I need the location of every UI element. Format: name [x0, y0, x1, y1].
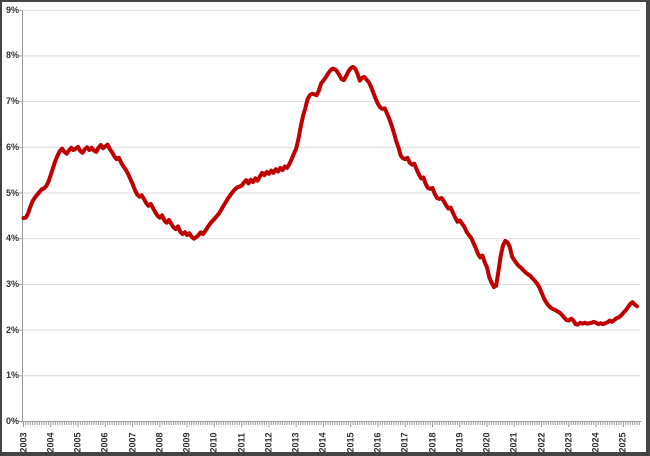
- x-axis-tick-label: 2007: [127, 432, 138, 453]
- y-axis-tick-label: 1%: [5, 370, 19, 381]
- x-axis-tick-label: 2021: [508, 432, 519, 453]
- x-axis-tick-label: 2017: [399, 432, 410, 453]
- y-axis-tick-label: 0%: [5, 416, 19, 426]
- y-axis-tick-label: 9%: [5, 4, 19, 15]
- y-axis-tick-label: 5%: [5, 187, 19, 198]
- x-axis-tick-label: 2005: [72, 432, 83, 453]
- chart-canvas: [19, 9, 642, 427]
- x-axis-tick-label: 2010: [208, 432, 219, 453]
- y-axis-tick-label: 8%: [5, 50, 19, 61]
- y-axis-tick-label: 3%: [5, 278, 19, 289]
- x-axis-tick-label: 2008: [154, 432, 165, 453]
- x-axis-tick-label: 2006: [99, 432, 110, 453]
- x-axis-tick-label: 2022: [536, 432, 547, 453]
- x-axis-tick-label: 2024: [590, 432, 601, 453]
- x-axis-tick-label: 2018: [427, 432, 437, 453]
- y-axis-tick-label: 7%: [5, 96, 19, 107]
- x-axis-tick-label: 2025: [617, 432, 628, 453]
- series-line: [21, 64, 639, 327]
- x-axis-tick-label: 2009: [181, 432, 192, 453]
- y-axis-tick-label: 6%: [5, 141, 19, 152]
- x-axis-tick-label: 2023: [563, 432, 574, 453]
- x-axis-tick-label: 2014: [317, 432, 328, 453]
- x-axis-tick-label: 2004: [45, 432, 56, 453]
- x-axis-tick-label: 2003: [18, 432, 28, 453]
- y-axis-tick-label: 2%: [5, 324, 19, 335]
- x-axis-tick-label: 2015: [345, 432, 356, 453]
- x-axis-tick-label: 2020: [481, 432, 492, 453]
- x-axis-tick-label: 2016: [372, 432, 383, 453]
- x-axis-tick-label: 2011: [236, 432, 247, 453]
- x-axis-tick-label: 2012: [263, 432, 274, 453]
- y-axis-tick-label: 4%: [5, 233, 19, 244]
- x-axis-tick-label: 2013: [290, 432, 301, 453]
- x-axis-tick-label: 2019: [454, 432, 465, 453]
